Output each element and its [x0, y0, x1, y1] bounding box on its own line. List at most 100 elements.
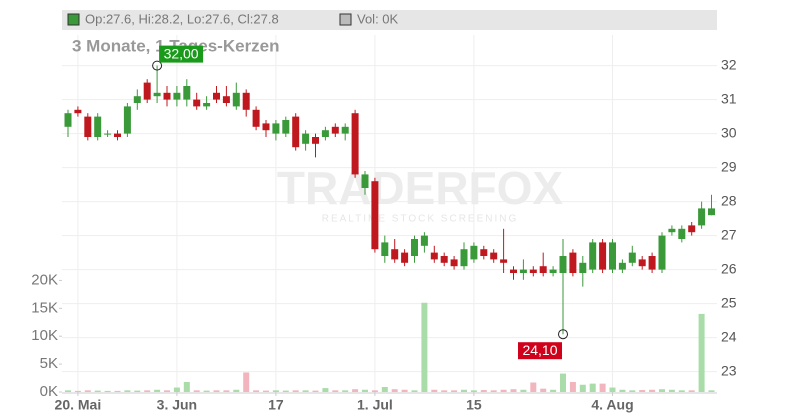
- candle-body: [371, 181, 379, 250]
- y-tick-label: 27: [721, 226, 737, 242]
- volume-bar: [381, 386, 388, 392]
- extreme-marker: [152, 60, 163, 71]
- header-volume: Vol: 0K: [357, 11, 399, 26]
- volume-bar: [560, 373, 566, 392]
- y2-tick-label: 5K: [40, 355, 58, 372]
- candle-body: [450, 259, 458, 267]
- y2-tick-label: 20K: [31, 271, 58, 288]
- candle-body: [193, 99, 201, 107]
- volume-bar: [510, 389, 517, 392]
- volume-bar: [441, 390, 448, 392]
- x-tick-label: 15: [466, 397, 482, 413]
- candle-body: [272, 123, 280, 134]
- volume-bar: [114, 390, 121, 392]
- volume-bar: [203, 390, 210, 392]
- candle-body: [559, 256, 567, 273]
- candle-body: [153, 92, 161, 97]
- volume-bar: [272, 390, 279, 392]
- volume-bar: [134, 390, 141, 392]
- candle-body: [638, 259, 646, 267]
- extreme-label-box: [159, 45, 204, 63]
- volume-bar: [668, 389, 675, 392]
- volume-bar: [371, 390, 378, 392]
- y2-tick-label: 0K: [40, 383, 58, 400]
- x-tick-label: 1. Jul: [357, 397, 393, 413]
- candle-body: [163, 92, 171, 100]
- volume-bar: [322, 388, 329, 392]
- volume-bar: [451, 390, 458, 392]
- volume-bar: [609, 387, 616, 392]
- candle-body: [84, 116, 92, 137]
- candle-body: [401, 252, 409, 263]
- candle-body: [302, 133, 310, 144]
- volume-bar: [213, 390, 220, 392]
- y-tick-label: 32: [721, 56, 737, 72]
- volume-bar: [183, 381, 190, 392]
- candle-body: [104, 133, 112, 135]
- volume-bar: [629, 390, 636, 392]
- volume-bar: [292, 390, 299, 392]
- candle-body: [569, 252, 577, 273]
- volume-bar: [312, 390, 319, 392]
- y2-tick-label: 15K: [31, 299, 58, 316]
- candle-body: [391, 249, 399, 260]
- candle-body: [411, 239, 418, 256]
- volume-bar: [490, 390, 497, 392]
- candle-body: [74, 109, 82, 114]
- candle-body: [252, 109, 260, 127]
- candle-body: [519, 269, 527, 273]
- candle-body: [203, 103, 211, 107]
- candle-body: [500, 259, 508, 263]
- volume-bar: [84, 390, 91, 392]
- candle-body: [94, 116, 102, 137]
- volume-bar: [302, 390, 309, 392]
- volume-bar: [569, 381, 576, 392]
- volume-bar: [263, 390, 269, 392]
- candle-body: [361, 174, 369, 188]
- volume-bar: [223, 390, 230, 392]
- candle-body: [579, 262, 587, 273]
- volume-bar: [391, 389, 398, 392]
- candle-body: [430, 252, 438, 260]
- candle-body: [589, 242, 597, 270]
- candle-body: [420, 235, 428, 246]
- volume-bar: [520, 389, 527, 392]
- x-tick-label: 20. Mai: [55, 397, 102, 413]
- volume-bar: [649, 389, 656, 392]
- candle-body: [698, 208, 706, 226]
- volume-bar: [233, 389, 240, 392]
- volume-bar: [500, 389, 507, 392]
- volume-bar: [65, 390, 71, 392]
- volume-bar: [698, 313, 705, 392]
- x-tick-label: 3. Jun: [157, 397, 197, 413]
- y-tick-label: 23: [721, 362, 737, 378]
- candle-body: [123, 106, 131, 134]
- volume-bar: [411, 390, 418, 392]
- volume-bar: [401, 389, 408, 392]
- candle-body: [688, 225, 696, 233]
- volume-bar: [164, 390, 170, 392]
- volume-bar: [144, 390, 151, 392]
- price-icon: [67, 13, 80, 26]
- volume-icon: [339, 13, 352, 26]
- candle-body: [470, 245, 478, 260]
- candle-body: [242, 92, 250, 110]
- candle-body: [490, 252, 498, 260]
- candle-body: [351, 113, 359, 175]
- candle-body: [331, 126, 339, 134]
- volume-bar: [253, 390, 260, 392]
- volume-bar: [461, 389, 467, 392]
- volume-bar: [431, 389, 438, 392]
- volume-bar: [659, 389, 665, 392]
- volume-bar: [540, 388, 547, 392]
- volume-bar: [550, 389, 557, 392]
- volume-bar: [421, 302, 428, 392]
- volume-bar: [342, 390, 349, 392]
- candle-body: [539, 266, 547, 273]
- candle-body: [708, 208, 715, 216]
- candle-body: [213, 92, 220, 100]
- candle-body: [282, 120, 290, 134]
- volume-bar: [530, 382, 537, 392]
- volume-bar: [599, 383, 606, 392]
